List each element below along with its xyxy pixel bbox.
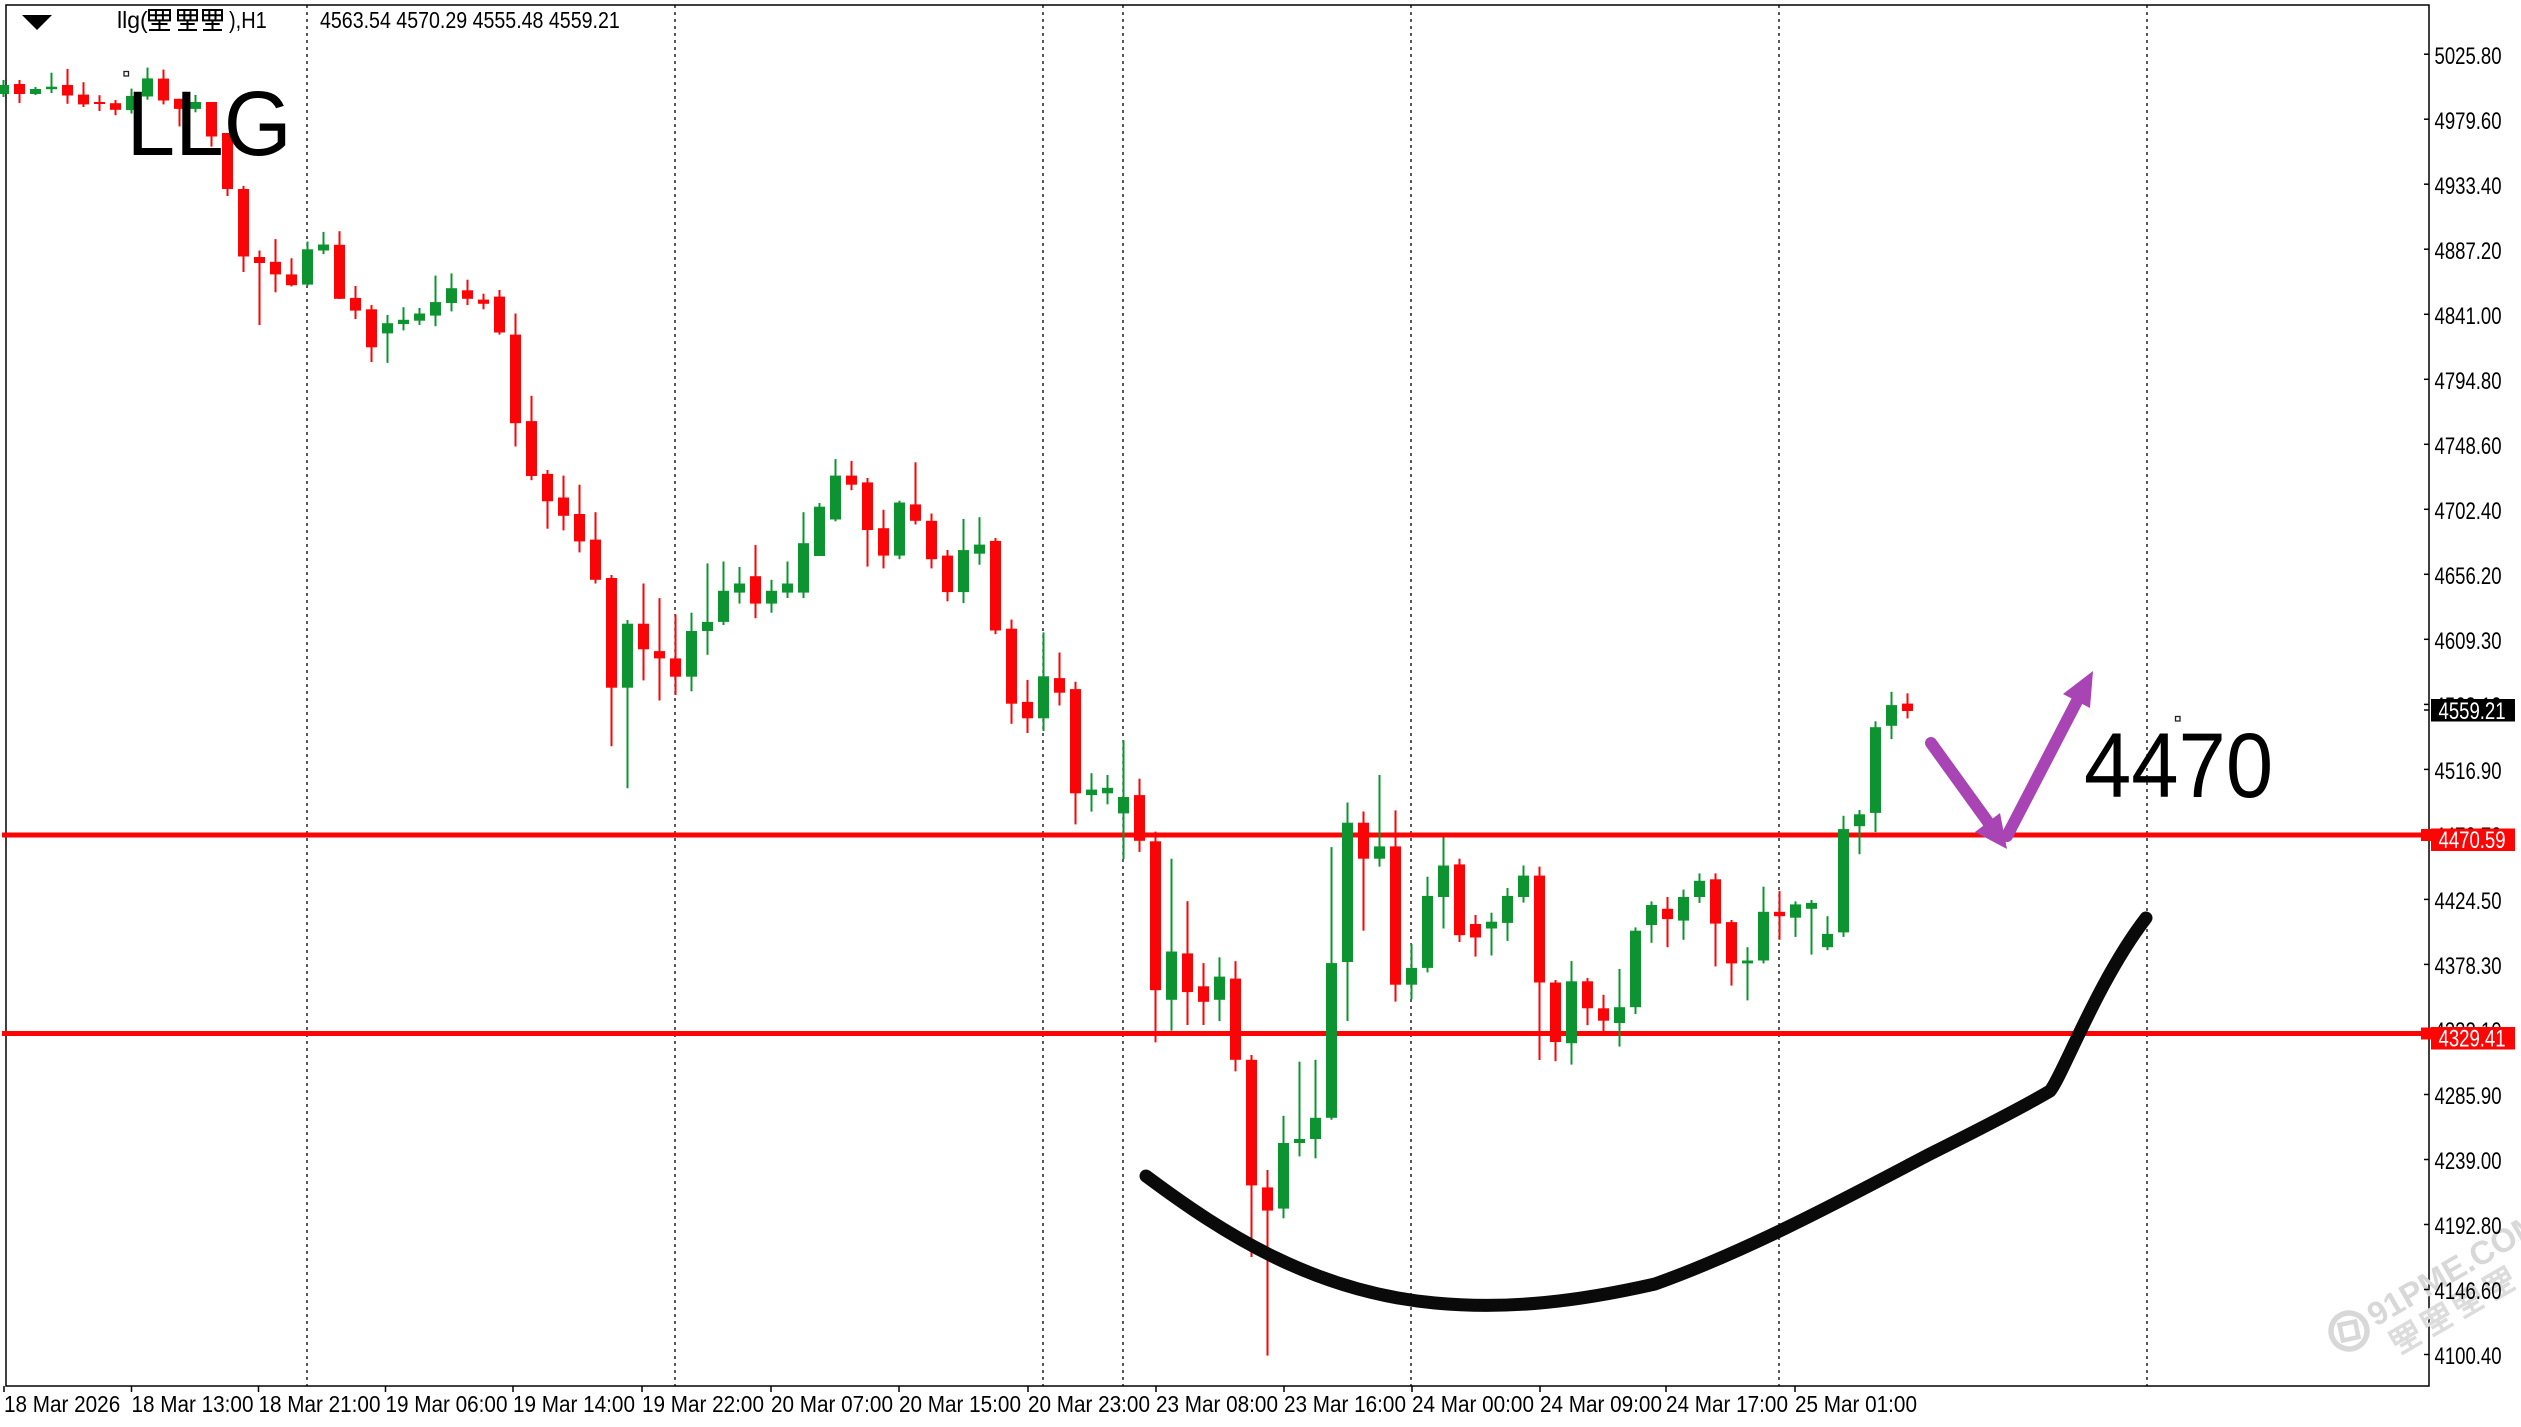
svg-text:4239.00: 4239.00 — [2435, 1148, 2502, 1175]
svg-text:23 Mar 08:00: 23 Mar 08:00 — [1156, 1391, 1278, 1417]
svg-text:19 Mar 14:00: 19 Mar 14:00 — [513, 1391, 635, 1417]
svg-text:4559.21: 4559.21 — [2439, 698, 2506, 725]
svg-text:4192.80: 4192.80 — [2435, 1213, 2502, 1240]
svg-text:5025.80: 5025.80 — [2435, 43, 2502, 70]
svg-text:4702.40: 4702.40 — [2435, 498, 2502, 525]
svg-text:18 Mar 13:00: 18 Mar 13:00 — [132, 1391, 254, 1417]
svg-text:4794.80: 4794.80 — [2435, 368, 2502, 395]
svg-text:25 Mar 01:00: 25 Mar 01:00 — [1795, 1391, 1917, 1417]
svg-text:llg(: llg( — [117, 7, 148, 33]
svg-text:LLG: LLG — [127, 73, 292, 176]
svg-text:4841.00: 4841.00 — [2435, 303, 2502, 330]
svg-text:4470.59: 4470.59 — [2439, 827, 2506, 854]
svg-text:4285.90: 4285.90 — [2435, 1083, 2502, 1110]
svg-text:24 Mar 17:00: 24 Mar 17:00 — [1666, 1391, 1788, 1417]
svg-text:18 Mar 21:00: 18 Mar 21:00 — [259, 1391, 381, 1417]
svg-text:24 Mar 00:00: 24 Mar 00:00 — [1412, 1391, 1534, 1417]
svg-text:24 Mar 09:00: 24 Mar 09:00 — [1540, 1391, 1662, 1417]
svg-text:4979.60: 4979.60 — [2435, 108, 2502, 135]
svg-text:4470: 4470 — [2084, 714, 2273, 817]
svg-text:20 Mar 23:00: 20 Mar 23:00 — [1028, 1391, 1150, 1417]
svg-text:23 Mar 16:00: 23 Mar 16:00 — [1284, 1391, 1406, 1417]
svg-text:4748.60: 4748.60 — [2435, 433, 2502, 460]
svg-text:4656.20: 4656.20 — [2435, 563, 2502, 590]
svg-text:4424.50: 4424.50 — [2435, 888, 2502, 915]
svg-text:4516.90: 4516.90 — [2435, 758, 2502, 785]
svg-text:4146.60: 4146.60 — [2435, 1278, 2502, 1305]
svg-text:19 Mar 22:00: 19 Mar 22:00 — [642, 1391, 764, 1417]
svg-text:4563.54 4570.29 4555.48 4559.2: 4563.54 4570.29 4555.48 4559.21 — [320, 6, 620, 33]
svg-text:4933.40: 4933.40 — [2435, 173, 2502, 200]
svg-text:18 Mar 2026: 18 Mar 2026 — [4, 1391, 120, 1417]
svg-text:20 Mar 15:00: 20 Mar 15:00 — [899, 1391, 1021, 1417]
svg-text:19 Mar 06:00: 19 Mar 06:00 — [386, 1391, 508, 1417]
svg-text:4609.30: 4609.30 — [2435, 628, 2502, 655]
svg-text:4100.40: 4100.40 — [2435, 1343, 2502, 1370]
svg-text:),H1: ),H1 — [229, 7, 267, 34]
svg-text:4887.20: 4887.20 — [2435, 238, 2502, 265]
svg-text:4378.30: 4378.30 — [2435, 953, 2502, 980]
svg-text:4329.41: 4329.41 — [2439, 1026, 2506, 1053]
svg-text:20 Mar 07:00: 20 Mar 07:00 — [771, 1391, 893, 1417]
